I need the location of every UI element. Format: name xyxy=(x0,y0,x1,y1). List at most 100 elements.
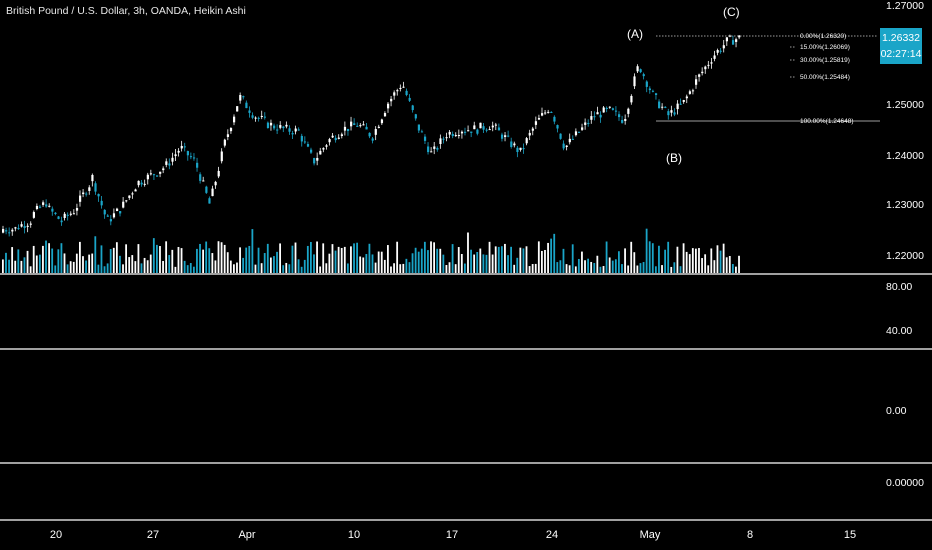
volume-bar xyxy=(337,246,340,273)
candle-body xyxy=(713,55,716,59)
time-tick: 8 xyxy=(747,529,753,541)
volume-bar xyxy=(614,259,617,273)
candle-body xyxy=(54,212,57,214)
volume-bar xyxy=(544,249,546,273)
candlestick-series[interactable] xyxy=(2,34,741,237)
candle-body xyxy=(32,212,35,218)
volume-bar xyxy=(507,255,509,273)
candle-body xyxy=(457,135,461,137)
volume-bar xyxy=(485,254,488,273)
wave-label-c[interactable]: (C) xyxy=(723,5,740,19)
volume-bar xyxy=(467,232,469,273)
candle-body xyxy=(214,181,217,186)
candle-body xyxy=(48,205,51,207)
volume-bar xyxy=(427,250,429,273)
volume-bar xyxy=(516,257,519,273)
candle-body xyxy=(528,132,531,136)
candle-body xyxy=(282,126,285,129)
candle-body xyxy=(405,90,408,96)
volume-bar xyxy=(719,250,722,273)
volume-bar xyxy=(285,262,288,273)
wave-label-b[interactable]: (B) xyxy=(666,151,682,165)
price-tick: 1.27000 xyxy=(886,0,924,12)
time-axis[interactable]: 20 27 Apr 10 17 24 May 8 15 xyxy=(50,529,856,541)
volume-bar xyxy=(457,247,460,273)
volume-bar xyxy=(223,244,226,273)
volume-bar xyxy=(103,266,106,273)
volume-bar xyxy=(88,254,91,273)
volume-bar xyxy=(525,246,528,273)
candle-body xyxy=(85,193,88,195)
volume-bar xyxy=(593,263,596,273)
candle-body xyxy=(371,138,374,141)
candle-body xyxy=(134,189,137,192)
candle-body xyxy=(380,119,384,124)
volume-bar xyxy=(137,244,140,273)
candle-body xyxy=(91,174,94,182)
volume-bar xyxy=(704,254,707,273)
price-tick: 1.23000 xyxy=(886,199,924,211)
volume-bar xyxy=(257,247,260,273)
candle-body xyxy=(500,134,504,139)
volume-bar xyxy=(115,242,118,273)
volume-bar xyxy=(276,251,278,273)
volume-bar xyxy=(464,263,466,273)
fibonacci-retracement[interactable] xyxy=(656,35,880,122)
volume-bar xyxy=(433,242,435,273)
last-price-badge: 1.26332 02:27:14 xyxy=(880,28,922,64)
volume-bar xyxy=(328,253,331,273)
candle-body xyxy=(236,106,239,112)
candle-body xyxy=(112,213,116,218)
volume-bar xyxy=(445,265,448,273)
volume-bar xyxy=(356,242,358,273)
volume-bar xyxy=(497,246,500,273)
candle-body xyxy=(414,114,417,119)
volume-bar xyxy=(316,241,318,273)
candle-body xyxy=(482,126,485,130)
volume-bar xyxy=(254,264,257,273)
volume-bar xyxy=(69,261,72,273)
candle-body xyxy=(223,139,226,146)
wave-label-a[interactable]: (A) xyxy=(627,27,643,41)
volume-bar xyxy=(470,249,472,273)
volume-bar xyxy=(584,260,586,273)
fib-label: 100.00%(1.24648) xyxy=(800,118,854,125)
volume-bar xyxy=(707,265,710,273)
volume-bar xyxy=(202,249,204,273)
volume-bar xyxy=(383,259,386,273)
volume-bar xyxy=(728,255,731,273)
volume-bar xyxy=(171,249,174,273)
volume-bar xyxy=(245,247,248,273)
volume-bar xyxy=(735,266,737,273)
candle-body xyxy=(97,193,100,197)
volume-bar xyxy=(82,256,84,273)
volume-bar xyxy=(673,262,676,273)
volume-bar xyxy=(605,241,608,273)
price-axis[interactable]: 1.27000 1.25000 1.24000 1.23000 1.22000 xyxy=(886,0,924,262)
volume-bar xyxy=(85,260,87,273)
candle-body xyxy=(325,145,328,147)
volume-bar xyxy=(346,263,349,273)
volume-bar xyxy=(396,241,399,273)
candle-body xyxy=(658,101,661,109)
candle-body xyxy=(106,215,109,217)
volume-bar xyxy=(303,259,306,273)
candle-body xyxy=(602,107,605,113)
candle-body xyxy=(51,208,54,212)
volume-bar xyxy=(430,241,432,273)
candle-body xyxy=(60,220,63,223)
fib-label: 0.00%(1.26320) xyxy=(800,33,847,40)
volume-bar xyxy=(54,265,57,273)
candle-body xyxy=(599,114,602,118)
volume-bar xyxy=(313,254,315,273)
volume-bar xyxy=(288,264,291,273)
volume-bar xyxy=(279,243,281,273)
candle-body xyxy=(226,134,230,137)
volume-bar xyxy=(2,259,4,273)
candle-body xyxy=(522,148,525,150)
candle-body xyxy=(571,138,574,140)
candle-body xyxy=(69,213,72,215)
candle-body xyxy=(362,124,365,126)
candle-body xyxy=(442,138,445,140)
volume-bar xyxy=(146,260,149,273)
